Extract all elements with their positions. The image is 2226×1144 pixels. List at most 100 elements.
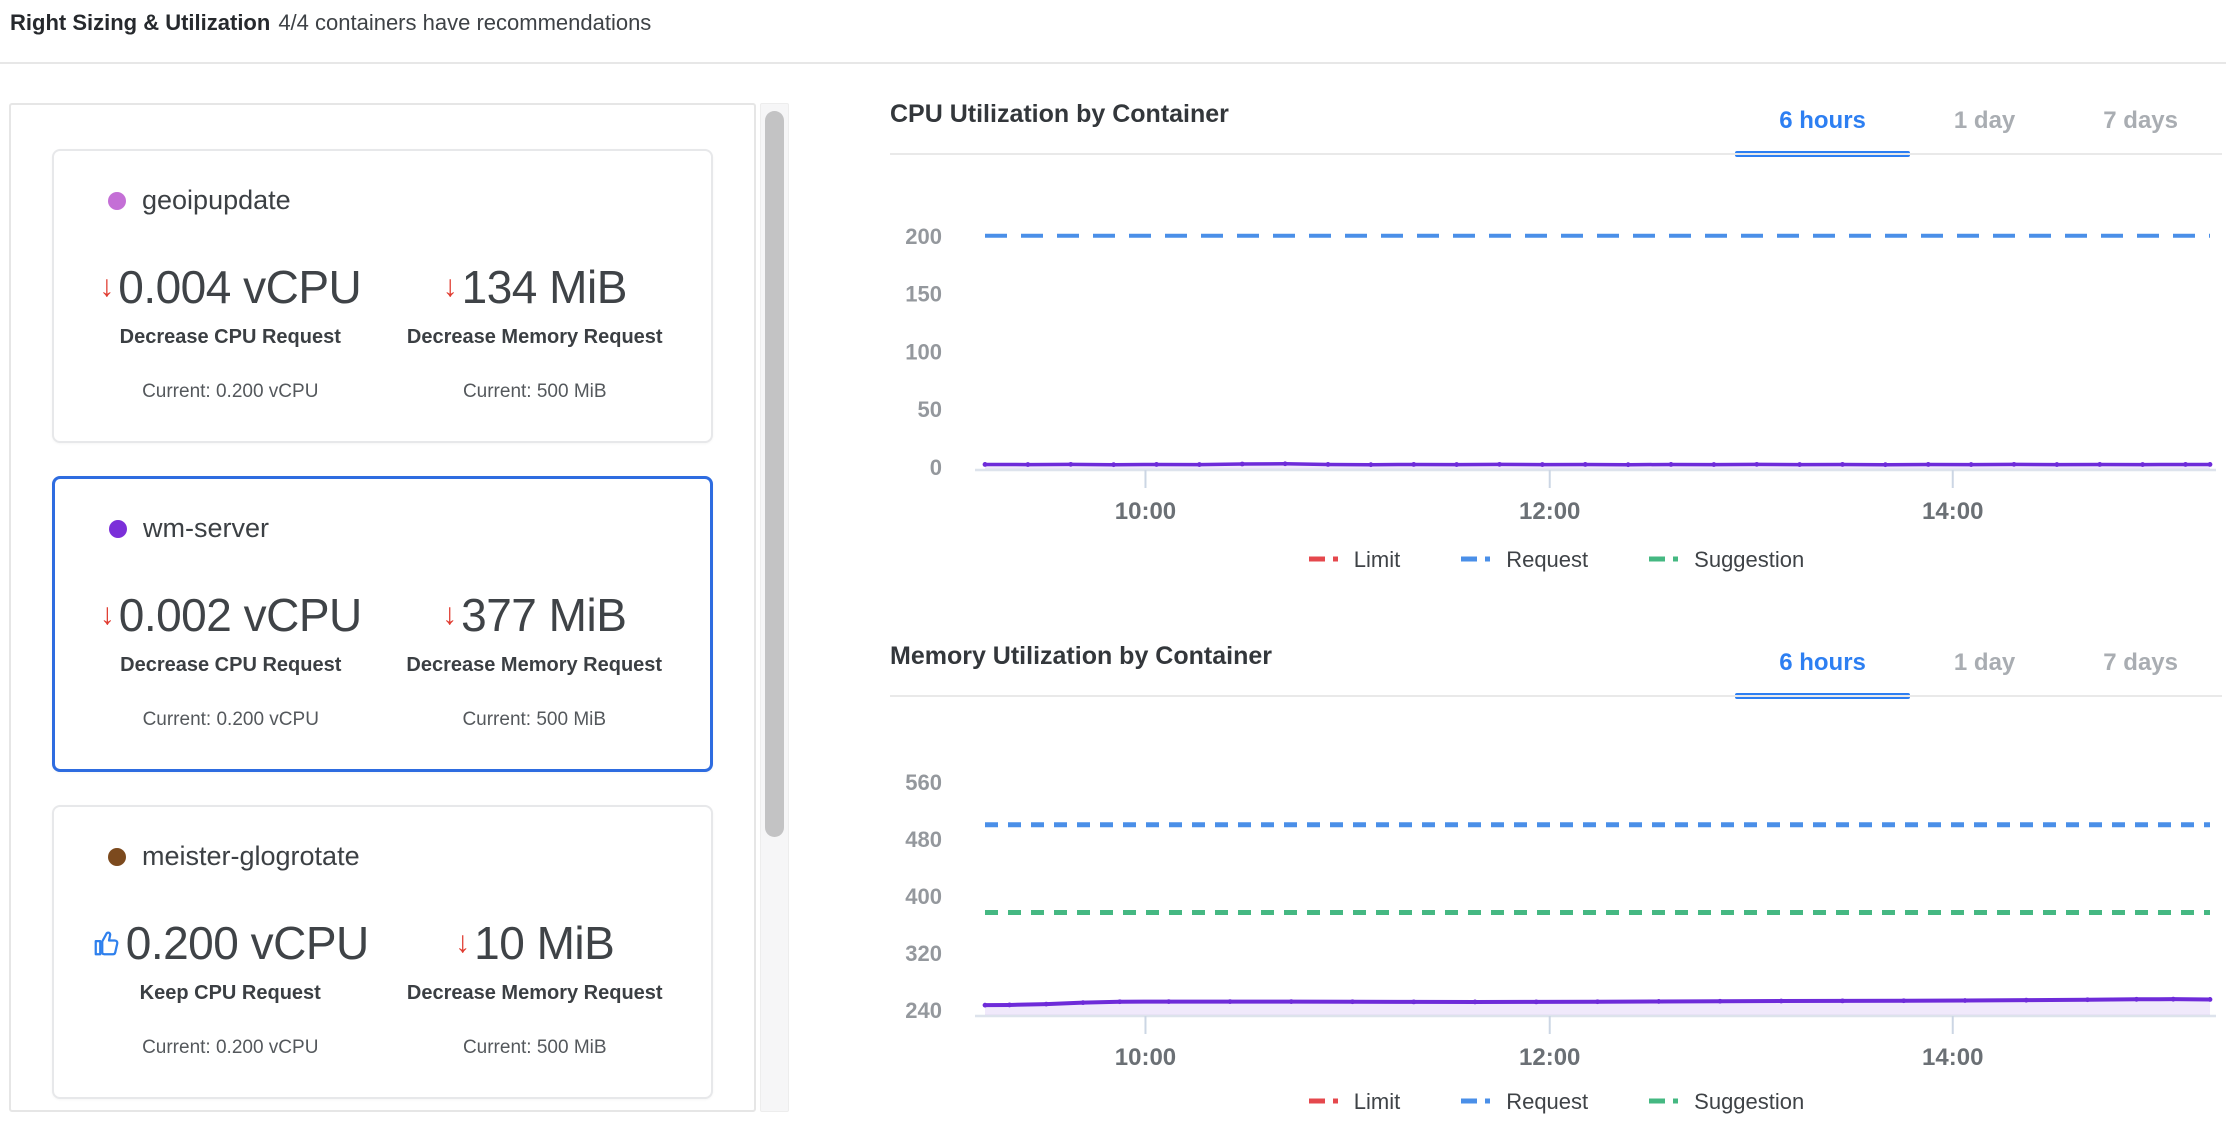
svg-text:14:00: 14:00: [1922, 498, 1983, 525]
cpu-recommended-value: 0.004 vCPU: [118, 261, 362, 313]
memory-recommended-value: 377 MiB: [461, 589, 627, 641]
memory-recommended-value: 134 MiB: [461, 261, 628, 313]
cpu-value-row: ↓ 0.002 vCPU: [79, 588, 383, 642]
svg-text:10:00: 10:00: [1115, 1044, 1176, 1071]
page-subtitle: 4/4 containers have recommendations: [278, 10, 652, 35]
container-card-meister-glogrotate[interactable]: meister-glogrotate 0.200 vCPU Keep CPU Req…: [52, 805, 713, 1099]
svg-text:100: 100: [905, 339, 942, 364]
svg-text:320: 320: [905, 941, 942, 966]
cpu-current-value: Current: 0.200 vCPU: [142, 709, 319, 730]
legend-label: Limit: [1353, 547, 1401, 572]
cpu-chart-plot[interactable]: 0 50 100 150 200 10:00 12:00 14:00: [890, 155, 2222, 527]
page-title: Right Sizing & Utilization: [10, 10, 271, 35]
memory-recommended-value: 10 MiB: [474, 917, 615, 969]
svg-text:14:00: 14:00: [1922, 1044, 1983, 1071]
svg-text:560: 560: [905, 770, 942, 795]
cpu-legend-item-limit[interactable]: Limit: [1308, 547, 1400, 573]
cpu-metric: 0.200 vCPU Keep CPU Request Current: 0.200…: [78, 916, 383, 1059]
memory-legend-item-request[interactable]: Request: [1460, 1089, 1588, 1115]
memory-chart-plot[interactable]: 240 320 400 480 560 10:00 12:00 14:00: [890, 697, 2222, 1073]
svg-text:10:00: 10:00: [1115, 498, 1176, 525]
cpu-tab-7-days[interactable]: 7 days: [2103, 107, 2178, 134]
memory-action-label: Decrease Memory Request: [406, 654, 663, 676]
container-name: geoipupdate: [142, 185, 291, 215]
cpu-chart-title: CPU Utilization by Container: [890, 100, 1229, 128]
chart-section-memory: Memory Utilization by Container 6 hours 1 …: [890, 642, 2222, 1115]
cpu-action-label: Keep CPU Request: [139, 982, 321, 1004]
memory-tab-7-days[interactable]: 7 days: [2103, 649, 2178, 676]
containers-list: geoipupdate ↓ 0.004 vCPU Decrease CPU Reque…: [11, 149, 754, 1099]
decrease-arrow-icon: ↓: [99, 270, 115, 303]
cpu-legend-item-request[interactable]: Request: [1460, 547, 1588, 573]
cpu-current-value: Current: 0.200 vCPU: [142, 381, 319, 402]
cpu-chart-legend: Limit Request Suggestion: [890, 547, 2222, 573]
memory-chart-legend: Limit Request Suggestion: [890, 1089, 2222, 1115]
memory-legend-item-limit[interactable]: Limit: [1308, 1089, 1400, 1115]
memory-header-rule: [890, 695, 2222, 697]
decrease-arrow-icon: ↓: [442, 598, 458, 631]
svg-text:150: 150: [905, 282, 942, 307]
cpu-value-row: ↓ 0.004 vCPU: [78, 260, 383, 314]
container-color-dot: [109, 519, 127, 538]
memory-metric: ↓ 377 MiB Decrease Memory Request Current: …: [383, 588, 687, 731]
memory-value-row: ↓ 377 MiB: [383, 588, 687, 642]
metrics-row: ↓ 0.002 vCPU Decrease CPU Request Current: …: [79, 588, 686, 731]
svg-text:12:00: 12:00: [1519, 1044, 1580, 1071]
memory-timeframe-tabs: 6 hours 1 day 7 days: [1735, 649, 2222, 699]
cpu-tab-6-hours[interactable]: 6 hours: [1735, 107, 1910, 157]
svg-text:480: 480: [905, 827, 942, 852]
chart-section-cpu: CPU Utilization by Container 6 hours 1 day…: [890, 100, 2222, 573]
decrease-arrow-icon: ↓: [455, 926, 471, 959]
memory-current-value: Current: 500 MiB: [462, 1037, 607, 1058]
suggestion-dash-icon: [1648, 1093, 1685, 1111]
legend-label: Request: [1506, 547, 1589, 572]
decrease-arrow-icon: ↓: [442, 270, 458, 303]
cpu-tab-1-day[interactable]: 1 day: [1953, 107, 2016, 134]
container-name: meister-glogrotate: [142, 841, 360, 871]
cpu-timeframe-tabs: 6 hours 1 day 7 days: [1735, 107, 2222, 157]
memory-chart-header: Memory Utilization by Container 6 hours 1 …: [890, 642, 2222, 699]
decrease-arrow-icon: ↓: [99, 598, 115, 631]
memory-chart-title: Memory Utilization by Container: [890, 642, 1272, 670]
memory-value-row: ↓ 10 MiB: [383, 916, 688, 970]
cpu-action-label: Decrease CPU Request: [119, 326, 341, 348]
suggestion-dash-icon: [1648, 551, 1685, 569]
containers-scrollbar[interactable]: [760, 103, 789, 1112]
cpu-metric: ↓ 0.002 vCPU Decrease CPU Request Current: …: [79, 588, 383, 731]
container-name-row: meister-glogrotate: [108, 841, 687, 872]
memory-tab-1-day[interactable]: 1 day: [1953, 649, 2016, 676]
cpu-chart-header: CPU Utilization by Container 6 hours 1 day…: [890, 100, 2222, 157]
memory-tab-6-hours[interactable]: 6 hours: [1735, 649, 1910, 699]
request-dash-icon: [1460, 1093, 1497, 1111]
memory-legend-item-suggestion[interactable]: Suggestion: [1648, 1089, 1804, 1115]
scrollbar-thumb[interactable]: [765, 111, 784, 837]
container-card-wm-server[interactable]: wm-server ↓ 0.002 vCPU Decrease CPU Request…: [52, 476, 713, 772]
cpu-recommended-value: 0.002 vCPU: [118, 589, 363, 641]
header-divider: [0, 62, 2226, 64]
limit-dash-icon: [1308, 551, 1344, 569]
container-name-row: geoipupdate: [108, 185, 687, 216]
container-color-dot: [108, 847, 126, 866]
svg-text:240: 240: [905, 998, 942, 1023]
svg-text:50: 50: [918, 397, 942, 422]
container-color-dot: [108, 191, 126, 210]
svg-text:200: 200: [905, 224, 942, 249]
request-dash-icon: [1460, 551, 1497, 569]
cpu-metric: ↓ 0.004 vCPU Decrease CPU Request Current: …: [78, 260, 383, 403]
container-name-row: wm-server: [109, 513, 686, 544]
memory-current-value: Current: 500 MiB: [462, 709, 607, 730]
containers-panel: geoipupdate ↓ 0.004 vCPU Decrease CPU Reque…: [9, 103, 756, 1112]
cpu-header-rule: [890, 153, 2222, 155]
keep-thumbs-up-icon: [92, 928, 122, 958]
legend-label: Request: [1506, 1089, 1589, 1114]
svg-text:0: 0: [930, 455, 942, 480]
cpu-legend-item-suggestion[interactable]: Suggestion: [1648, 547, 1804, 573]
container-name: wm-server: [143, 513, 269, 543]
legend-label: Suggestion: [1694, 547, 1805, 572]
container-card-geoipupdate[interactable]: geoipupdate ↓ 0.004 vCPU Decrease CPU Reque…: [52, 149, 713, 443]
cpu-current-value: Current: 0.200 vCPU: [142, 1037, 319, 1058]
metrics-row: ↓ 0.004 vCPU Decrease CPU Request Current: …: [78, 260, 687, 403]
page-header: Right Sizing & Utilization 4/4 containers…: [10, 6, 651, 40]
limit-dash-icon: [1308, 1093, 1344, 1111]
